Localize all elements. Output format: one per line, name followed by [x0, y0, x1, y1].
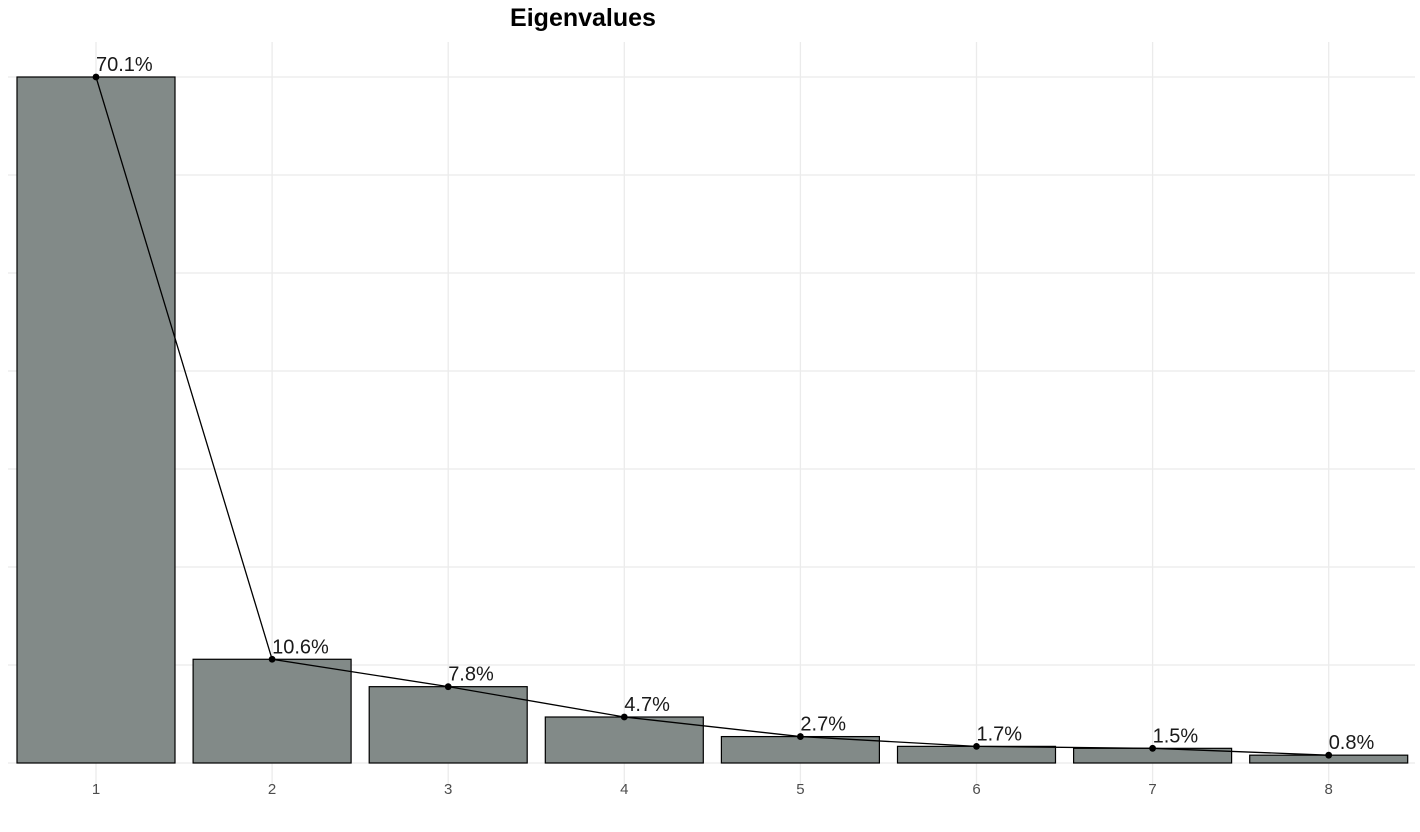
x-tick-label-2: 2 — [268, 781, 276, 798]
grid-lines — [8, 42, 1415, 785]
point-5 — [797, 733, 804, 740]
point-1 — [92, 73, 100, 81]
x-tick-label-5: 5 — [796, 781, 804, 798]
x-tick-label-6: 6 — [972, 781, 980, 798]
data-label-4: 4.7% — [624, 694, 670, 716]
data-label-3: 7.8% — [448, 664, 494, 686]
x-tick-label-8: 8 — [1325, 781, 1333, 798]
x-tick-label-4: 4 — [620, 781, 628, 798]
bar-5 — [720, 735, 881, 764]
point-2 — [268, 655, 276, 663]
point-3 — [444, 683, 452, 691]
data-label-5: 2.7% — [800, 714, 846, 736]
data-label-7: 1.5% — [1153, 725, 1199, 747]
bar-1 — [16, 76, 176, 764]
data-label-1: 70.1% — [96, 54, 153, 76]
point-4 — [620, 713, 628, 721]
x-tick-label-3: 3 — [444, 781, 452, 798]
x-tick-label-7: 7 — [1148, 781, 1156, 798]
data-labels: 70.1% 10.6% 7.8% 4.7% 2.7% 1.7% 1.5% 0.8% — [96, 54, 1375, 754]
trend-line — [95, 76, 1329, 756]
bar-2 — [192, 658, 352, 764]
x-tick-label-1: 1 — [92, 781, 100, 798]
bar-4 — [544, 716, 704, 764]
trend-line-group — [92, 73, 1333, 759]
data-label-6: 1.7% — [977, 723, 1023, 745]
bar-3 — [368, 686, 528, 764]
chart-title: Eigenvalues — [510, 4, 656, 32]
bars — [16, 76, 1409, 764]
point-6 — [973, 742, 980, 750]
data-label-8: 0.8% — [1329, 732, 1375, 754]
point-8 — [1325, 751, 1333, 759]
x-axis-ticks: 1 2 3 4 5 6 7 8 — [92, 781, 1333, 798]
point-7 — [1149, 744, 1156, 752]
data-label-2: 10.6% — [272, 636, 329, 658]
